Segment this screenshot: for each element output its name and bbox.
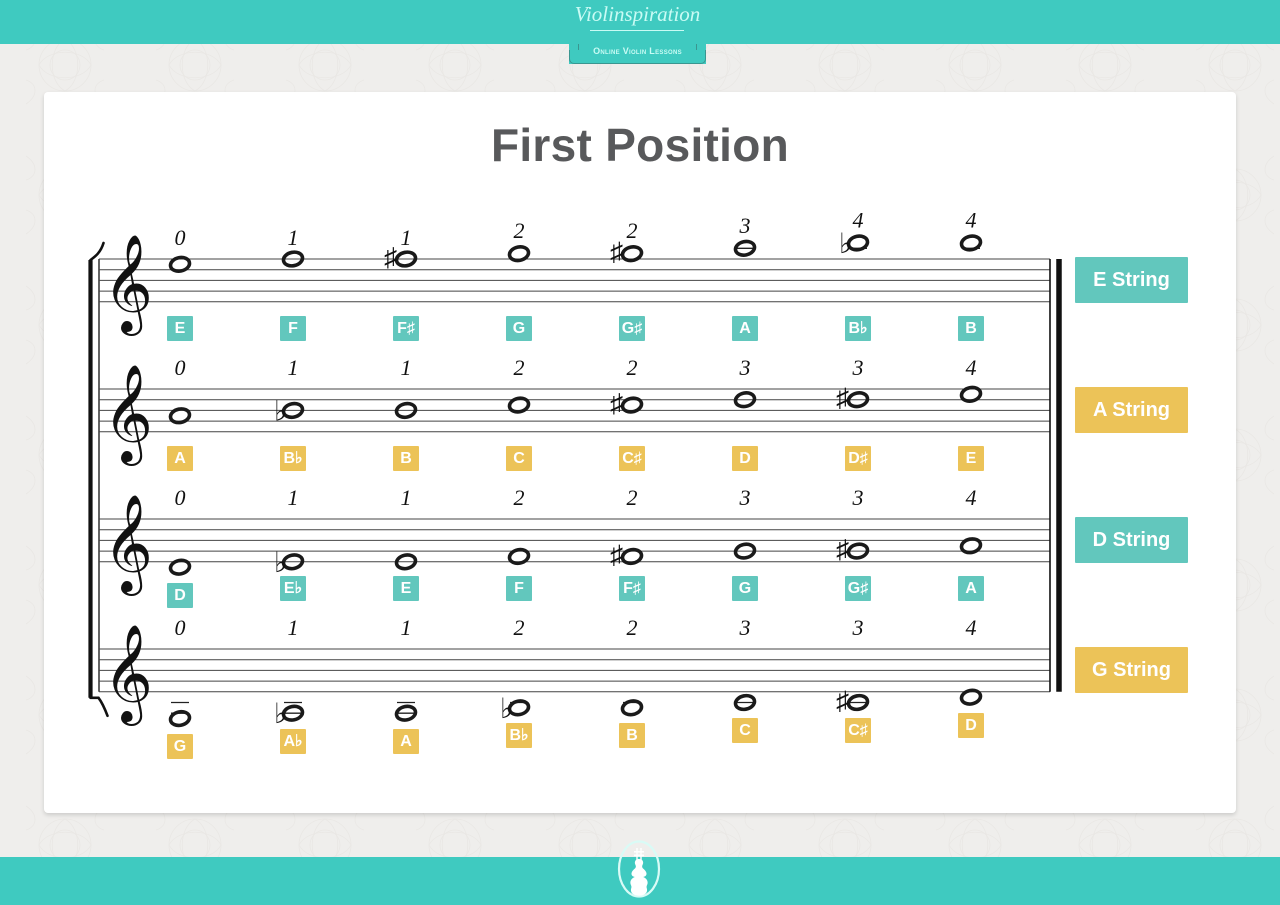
svg-text:♭: ♭ xyxy=(500,693,513,724)
svg-text:0: 0 xyxy=(175,355,186,380)
svg-text:2: 2 xyxy=(514,615,525,640)
svg-text:4: 4 xyxy=(966,615,977,640)
svg-text:♯: ♯ xyxy=(610,237,623,267)
svg-text:♯: ♯ xyxy=(610,539,623,569)
svg-text:𝄞: 𝄞 xyxy=(103,366,153,467)
svg-text:𝄞: 𝄞 xyxy=(103,626,153,727)
svg-text:0: 0 xyxy=(175,485,186,510)
svg-text:1: 1 xyxy=(288,485,299,510)
svg-text:♯: ♯ xyxy=(610,388,623,418)
svg-text:♯: ♯ xyxy=(836,383,849,413)
svg-text:♭: ♭ xyxy=(274,395,287,426)
svg-text:3: 3 xyxy=(739,485,751,510)
svg-text:3: 3 xyxy=(852,485,864,510)
svg-text:1: 1 xyxy=(401,485,412,510)
svg-text:2: 2 xyxy=(627,218,638,243)
svg-text:♭: ♭ xyxy=(839,228,852,259)
svg-text:4: 4 xyxy=(966,355,977,380)
svg-text:3: 3 xyxy=(852,615,864,640)
svg-text:4: 4 xyxy=(853,207,864,232)
svg-text:1: 1 xyxy=(401,225,412,250)
svg-text:1: 1 xyxy=(288,355,299,380)
svg-text:♭: ♭ xyxy=(274,698,287,729)
svg-text:♯: ♯ xyxy=(836,686,849,716)
svg-text:♯: ♯ xyxy=(836,534,849,564)
svg-text:2: 2 xyxy=(627,485,638,510)
svg-text:𝄞: 𝄞 xyxy=(103,236,153,337)
svg-text:1: 1 xyxy=(401,355,412,380)
svg-text:0: 0 xyxy=(175,615,186,640)
svg-text:♭: ♭ xyxy=(274,547,287,578)
svg-text:3: 3 xyxy=(739,615,751,640)
svg-text:2: 2 xyxy=(514,355,525,380)
svg-text:2: 2 xyxy=(514,485,525,510)
svg-text:2: 2 xyxy=(514,218,525,243)
svg-text:1: 1 xyxy=(401,615,412,640)
svg-text:3: 3 xyxy=(739,213,751,238)
svg-text:1: 1 xyxy=(288,225,299,250)
svg-text:2: 2 xyxy=(627,355,638,380)
svg-text:♯: ♯ xyxy=(384,242,397,272)
svg-text:0: 0 xyxy=(175,225,186,250)
svg-text:𝄞: 𝄞 xyxy=(103,496,153,597)
svg-text:3: 3 xyxy=(852,355,864,380)
svg-text:3: 3 xyxy=(739,355,751,380)
svg-text:4: 4 xyxy=(966,207,977,232)
svg-text:1: 1 xyxy=(288,615,299,640)
svg-text:4: 4 xyxy=(966,485,977,510)
svg-text:2: 2 xyxy=(627,615,638,640)
